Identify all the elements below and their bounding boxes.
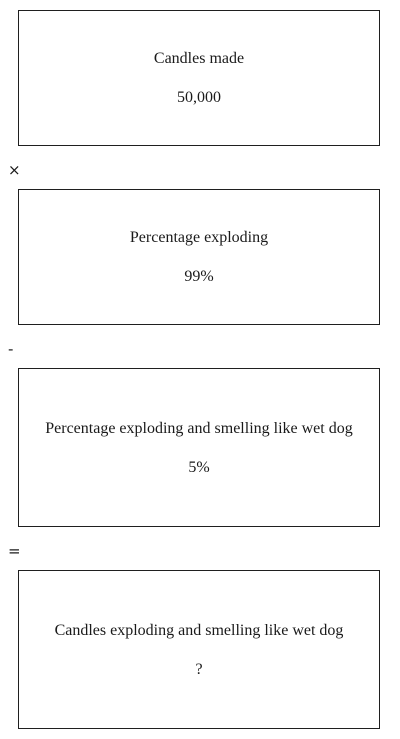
candles-made-card: Candles made 50,000 (18, 10, 380, 146)
card-label: Percentage exploding (129, 229, 269, 246)
minus-operator: - (8, 340, 14, 358)
card-value: 50,000 (177, 89, 221, 106)
card-value: 99% (184, 268, 214, 285)
percentage-exploding-card: Percentage exploding 99% (18, 189, 380, 325)
card-value: ? (195, 660, 203, 678)
card-label: Candles made (153, 50, 245, 67)
percentage-exploding-wet-dog-card: Percentage exploding and smelling like w… (18, 368, 380, 527)
card-label: Percentage exploding and smelling like w… (45, 419, 353, 437)
candles-exploding-wet-dog-card: Candles exploding and smelling like wet … (18, 570, 380, 729)
equals-operator: = (8, 542, 21, 560)
card-value: 5% (188, 458, 210, 476)
multiply-operator: × (8, 161, 21, 179)
card-label: Candles exploding and smelling like wet … (54, 621, 344, 639)
